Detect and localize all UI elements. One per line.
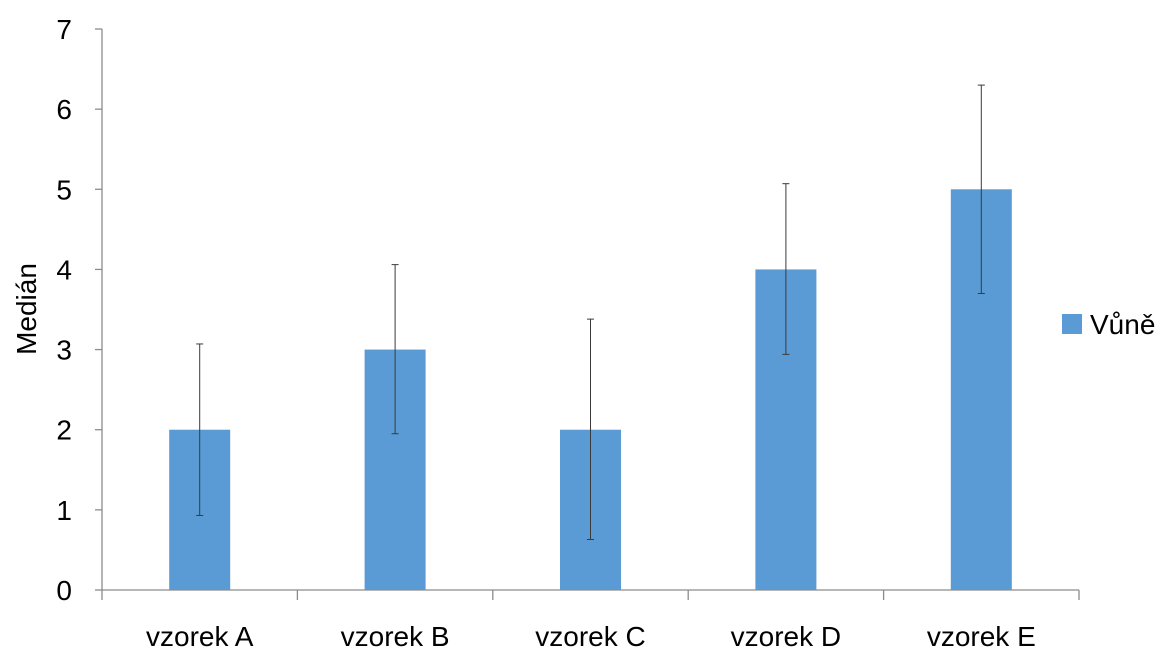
y-tick-label: 1 xyxy=(56,495,72,526)
y-axis-title: Medián xyxy=(11,263,42,355)
x-tick-label: vzorek B xyxy=(341,621,450,651)
labels-group: 0 1 2 3 4 5 6 7 vzorek A vzorek B vzorek C vzorek D… xyxy=(56,14,1036,652)
error-bar-vzorek-a xyxy=(196,343,204,516)
error-bar-vzorek-c xyxy=(587,318,594,541)
x-tick-label: vzorek C xyxy=(535,621,645,651)
y-tick-label: 3 xyxy=(56,335,72,366)
x-tick-label: vzorek E xyxy=(927,621,1036,651)
y-tick-label: 4 xyxy=(56,254,72,285)
error-bars-group xyxy=(196,84,985,541)
y-tick-label: 7 xyxy=(56,14,72,45)
legend: Vůně xyxy=(1062,309,1155,340)
y-tick-label: 6 xyxy=(56,94,72,125)
legend-swatch xyxy=(1062,314,1082,334)
error-bar-vzorek-e xyxy=(977,84,985,294)
legend-label-vune: Vůně xyxy=(1090,309,1155,340)
x-tick-label: vzorek A xyxy=(146,621,254,651)
y-tick-label: 2 xyxy=(56,415,72,446)
x-tick-label: vzorek D xyxy=(731,621,841,651)
error-bar-vzorek-b xyxy=(391,264,399,435)
y-tick-label: 0 xyxy=(56,575,72,606)
error-bar-vzorek-d xyxy=(782,183,790,355)
axes-group xyxy=(95,28,1080,600)
y-tick-label: 5 xyxy=(56,174,72,205)
